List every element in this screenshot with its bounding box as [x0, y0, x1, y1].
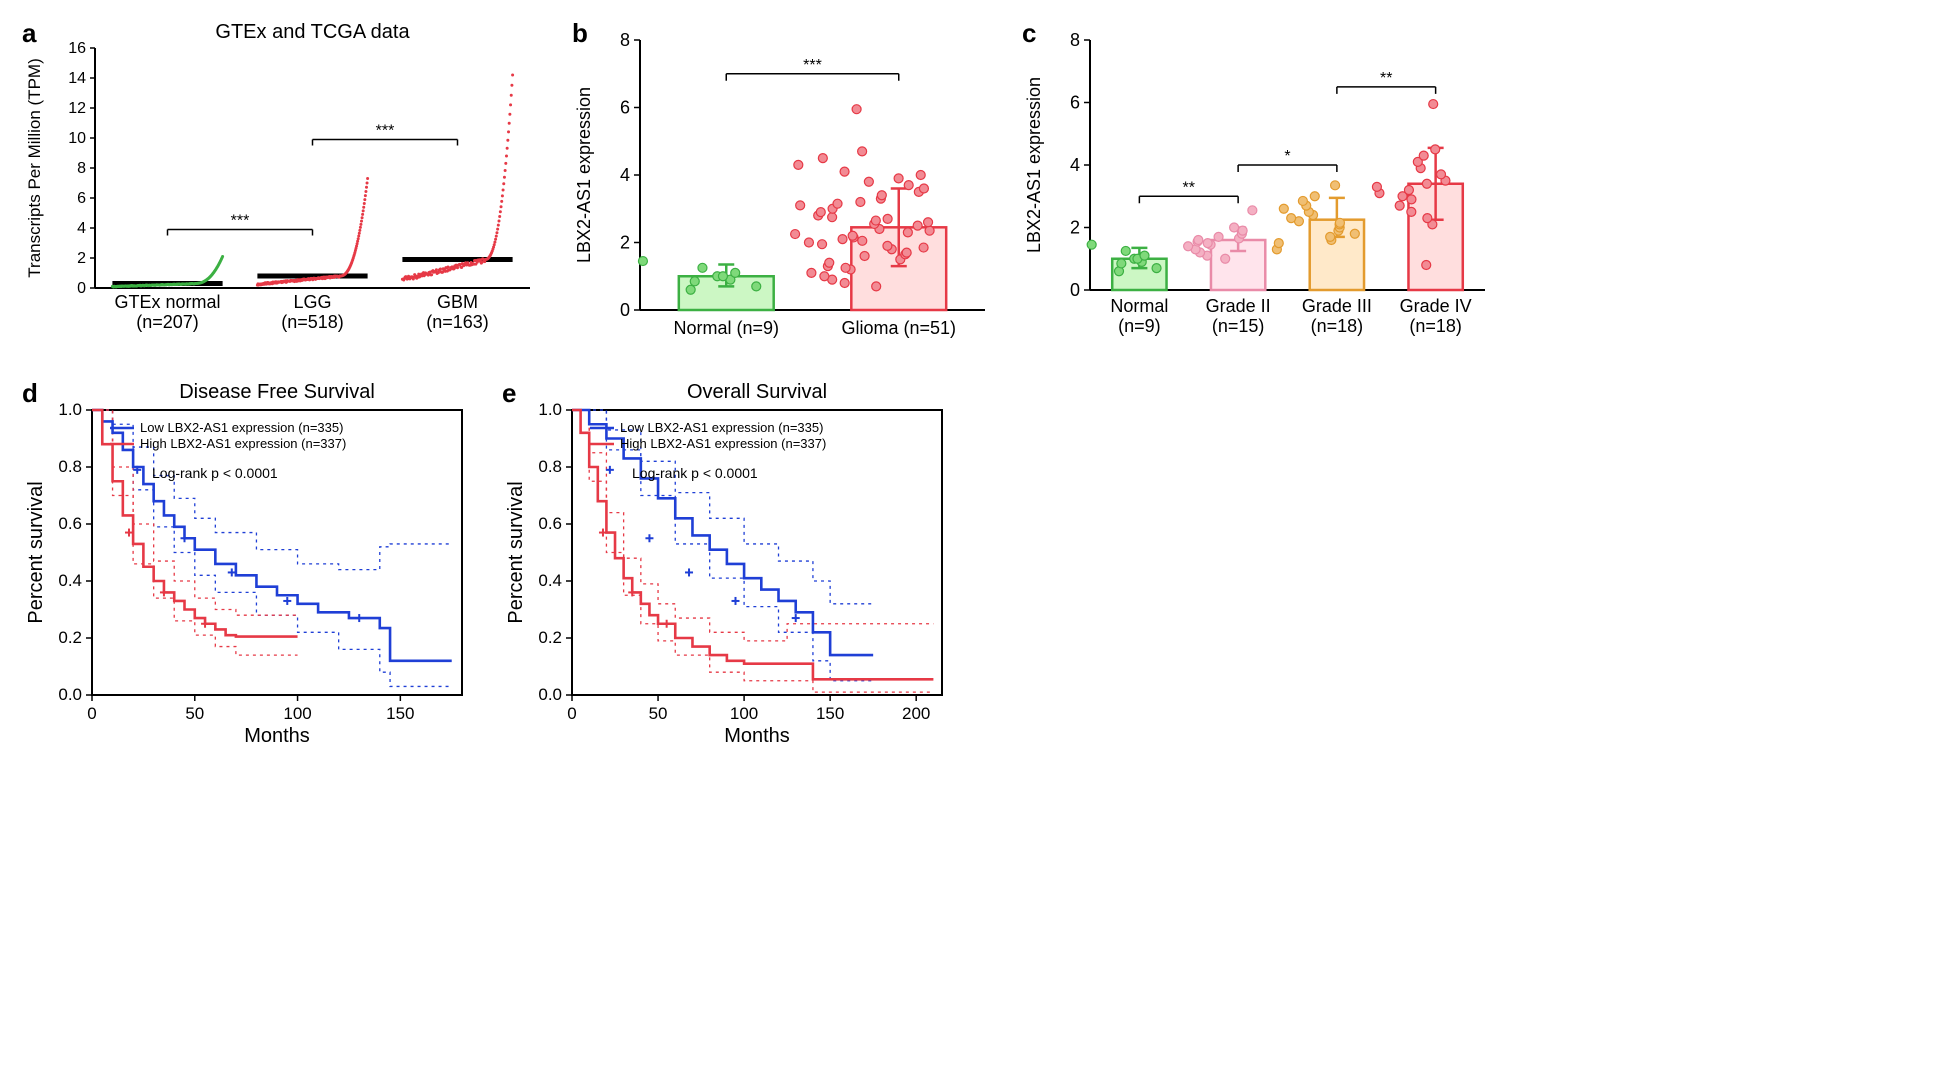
svg-text:(n=207): (n=207) — [136, 312, 199, 332]
svg-text:(n=15): (n=15) — [1212, 316, 1265, 336]
svg-text:0.4: 0.4 — [58, 571, 82, 590]
svg-text:2: 2 — [1070, 218, 1080, 238]
svg-text:0.4: 0.4 — [538, 571, 562, 590]
svg-text:(n=18): (n=18) — [1409, 316, 1462, 336]
svg-text:Log-rank p < 0.0001: Log-rank p < 0.0001 — [152, 465, 278, 481]
svg-text:Grade II: Grade II — [1206, 296, 1271, 316]
svg-text:**: ** — [1380, 70, 1392, 87]
panel-b: b 0 2 4 6 8 LBX2-AS1 expression Normal (n=9) Gl… — [570, 20, 1000, 350]
svg-text:LBX2-AS1 expression: LBX2-AS1 expression — [574, 87, 594, 263]
svg-text:0.0: 0.0 — [58, 685, 82, 704]
panel-e: e 0.0 0.2 0.4 0.6 0.8 1.0 0 50 100 150 200 Percent … — [500, 380, 960, 750]
svg-text:0: 0 — [620, 300, 630, 320]
svg-text:4: 4 — [77, 220, 86, 237]
svg-text:0.8: 0.8 — [538, 457, 562, 476]
svg-text:0.6: 0.6 — [58, 514, 82, 533]
svg-text:2: 2 — [77, 250, 86, 267]
svg-text:0.2: 0.2 — [58, 628, 82, 647]
svg-text:0.6: 0.6 — [538, 514, 562, 533]
panel-a: a 0 2 4 6 8 10 12 14 16 Transcripts Per Million (… — [20, 20, 550, 350]
figure: a 0 2 4 6 8 10 12 14 16 Transcripts Per Million (… — [20, 20, 1500, 750]
svg-text:High LBX2-AS1 expression (n=33: High LBX2-AS1 expression (n=337) — [620, 436, 826, 451]
svg-text:GBM: GBM — [437, 292, 478, 312]
panel-c-label: c — [1022, 18, 1036, 49]
svg-text:***: *** — [803, 57, 822, 74]
svg-text:8: 8 — [77, 160, 86, 177]
svg-text:(n=9): (n=9) — [1118, 316, 1161, 336]
svg-text:***: *** — [376, 123, 395, 140]
svg-text:100: 100 — [730, 704, 758, 723]
svg-text:(n=18): (n=18) — [1311, 316, 1364, 336]
svg-text:Low LBX2-AS1 expression (n=335: Low LBX2-AS1 expression (n=335) — [140, 420, 343, 435]
svg-text:1.0: 1.0 — [58, 400, 82, 419]
svg-text:Months: Months — [244, 725, 310, 747]
svg-text:8: 8 — [1070, 30, 1080, 50]
svg-text:Grade IV: Grade IV — [1400, 296, 1472, 316]
svg-text:Disease Free Survival: Disease Free Survival — [179, 381, 375, 403]
svg-text:*: * — [1284, 148, 1290, 165]
svg-text:50: 50 — [649, 704, 668, 723]
panel-a-label: a — [22, 18, 36, 49]
svg-text:***: *** — [231, 213, 250, 230]
row-2: d 0.0 0.2 0.4 0.6 0.8 1.0 0 50 100 150 Percent sur… — [20, 380, 1500, 750]
svg-text:0: 0 — [77, 280, 86, 297]
svg-text:0.8: 0.8 — [58, 457, 82, 476]
svg-text:Transcripts Per Million (TPM): Transcripts Per Million (TPM) — [25, 58, 44, 277]
svg-text:14: 14 — [68, 70, 86, 87]
svg-text:Percent survival: Percent survival — [25, 481, 47, 623]
panel-b-label: b — [572, 18, 588, 49]
svg-text:12: 12 — [68, 100, 86, 117]
svg-text:LGG: LGG — [293, 292, 331, 312]
svg-text:100: 100 — [283, 704, 311, 723]
panel-c: c 0 2 4 6 8 LBX2-AS1 expression Normal(n=9) Gra… — [1020, 20, 1500, 350]
svg-text:**: ** — [1183, 179, 1195, 196]
svg-text:150: 150 — [386, 704, 414, 723]
svg-text:Months: Months — [724, 725, 790, 747]
row-1: a 0 2 4 6 8 10 12 14 16 Transcripts Per Million (… — [20, 20, 1500, 350]
panel-e-label: e — [502, 378, 516, 409]
svg-text:GTEx normal: GTEx normal — [114, 292, 220, 312]
svg-text:4: 4 — [1070, 155, 1080, 175]
svg-text:150: 150 — [816, 704, 844, 723]
svg-text:0: 0 — [87, 704, 96, 723]
svg-text:Low LBX2-AS1 expression (n=335: Low LBX2-AS1 expression (n=335) — [620, 420, 823, 435]
svg-text:Grade III: Grade III — [1302, 296, 1372, 316]
svg-text:0.0: 0.0 — [538, 685, 562, 704]
svg-text:200: 200 — [902, 704, 930, 723]
svg-text:8: 8 — [620, 30, 630, 50]
svg-text:Glioma (n=51): Glioma (n=51) — [841, 318, 956, 338]
svg-text:1.0: 1.0 — [538, 400, 562, 419]
svg-text:6: 6 — [620, 98, 630, 118]
svg-text:16: 16 — [68, 40, 86, 57]
svg-text:6: 6 — [77, 190, 86, 207]
svg-text:Overall Survival: Overall Survival — [687, 381, 827, 403]
svg-text:Log-rank p < 0.0001: Log-rank p < 0.0001 — [632, 465, 758, 481]
svg-text:Normal (n=9): Normal (n=9) — [673, 318, 779, 338]
svg-text:6: 6 — [1070, 93, 1080, 113]
svg-text:Percent survival: Percent survival — [505, 481, 527, 623]
panel-d: d 0.0 0.2 0.4 0.6 0.8 1.0 0 50 100 150 Percent sur… — [20, 380, 480, 750]
svg-text:High LBX2-AS1 expression (n=33: High LBX2-AS1 expression (n=337) — [140, 436, 346, 451]
svg-text:50: 50 — [185, 704, 204, 723]
svg-text:LBX2-AS1 expression: LBX2-AS1 expression — [1024, 77, 1044, 253]
svg-text:(n=163): (n=163) — [426, 312, 489, 332]
svg-text:10: 10 — [68, 130, 86, 147]
svg-text:2: 2 — [620, 233, 630, 253]
svg-text:Normal: Normal — [1110, 296, 1168, 316]
svg-text:4: 4 — [620, 165, 630, 185]
svg-text:(n=518): (n=518) — [281, 312, 344, 332]
svg-text:0: 0 — [1070, 280, 1080, 300]
svg-text:0.2: 0.2 — [538, 628, 562, 647]
panel-d-label: d — [22, 378, 38, 409]
svg-text:0: 0 — [567, 704, 576, 723]
svg-text:GTEx and TCGA data: GTEx and TCGA data — [215, 21, 410, 43]
